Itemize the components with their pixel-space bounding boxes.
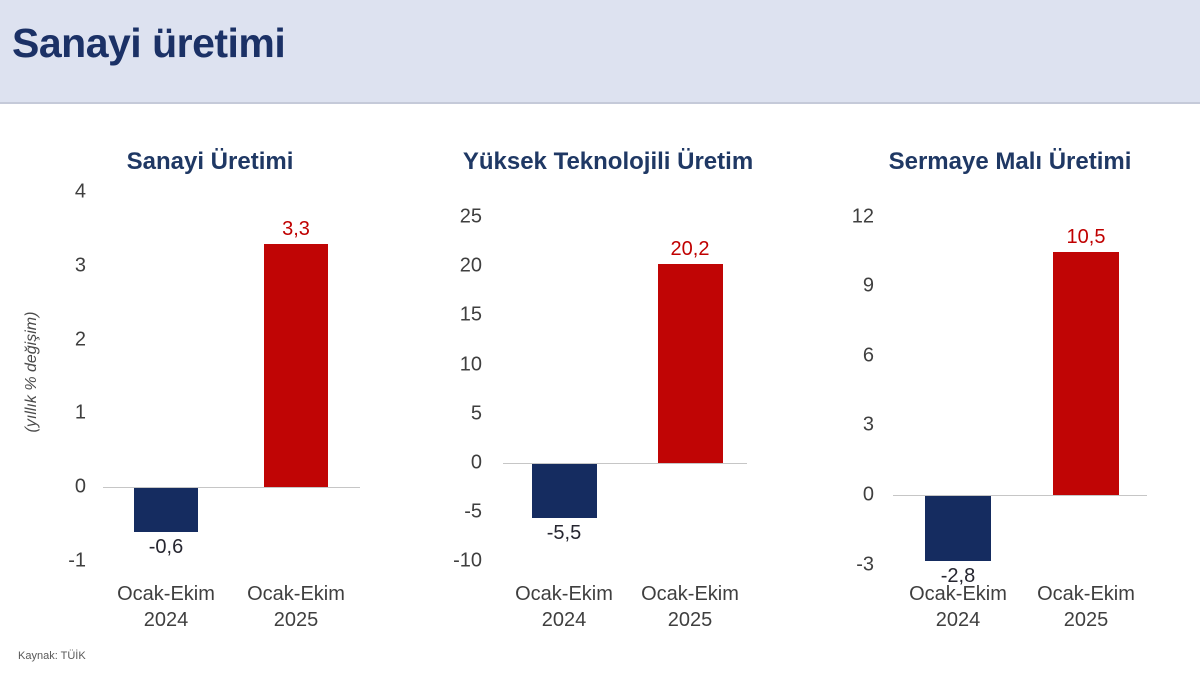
y-tick-label: -3 <box>856 553 874 575</box>
category-label-line1: Ocak-Ekim <box>909 583 1007 605</box>
y-tick-label: 15 <box>459 303 482 326</box>
y-tick-label: 9 <box>862 274 874 297</box>
chart-title: Yüksek Teknolojili Üretim <box>462 148 754 175</box>
x-axis-line <box>503 463 747 464</box>
y-tick-label: -5 <box>464 500 482 523</box>
bar-2024-navy <box>134 488 198 533</box>
y-tick-label: 25 <box>459 205 482 228</box>
y-tick-label: 5 <box>470 402 482 425</box>
y-tick-label: 1 <box>74 401 86 424</box>
category-label: Ocak-Ekim 2025 <box>641 581 739 633</box>
bar-value-label: 20,2 <box>670 238 710 261</box>
y-tick-label: -10 <box>453 549 482 572</box>
y-tick-label: 3 <box>74 254 86 277</box>
y-tick-label: 20 <box>459 254 482 277</box>
y-tick-label: -1 <box>68 549 86 572</box>
bar-value-label: -2,8 <box>940 564 976 587</box>
category-label-line1: Ocak-Ekim <box>117 583 215 605</box>
category-label-line1: Ocak-Ekim <box>1037 583 1135 605</box>
chart-title: Sanayi Üretimi <box>126 148 294 175</box>
category-label: Ocak-Ekim 2025 <box>1037 581 1135 633</box>
category-label: Ocak-Ekim 2024 <box>117 581 215 633</box>
category-label-line2: 2024 <box>935 609 981 631</box>
chart-title: Sermaye Malı Üretimi <box>888 148 1132 175</box>
bar-value-label: 10,5 <box>1066 225 1106 248</box>
y-tick-label: 0 <box>470 451 482 474</box>
page-header: Sanayi üretimi <box>0 0 1200 104</box>
y-tick-label: 0 <box>74 475 86 498</box>
page-title: Sanayi üretimi <box>12 20 286 66</box>
bar-2025-red <box>1053 251 1119 495</box>
category-label: Ocak-Ekim 2024 <box>909 581 1007 633</box>
category-label: Ocak-Ekim 2024 <box>515 581 613 633</box>
category-label-line2: 2025 <box>273 609 319 631</box>
category-label-line2: 2025 <box>667 609 713 631</box>
x-axis-line <box>893 495 1147 496</box>
bar-2025-red <box>657 264 723 463</box>
category-label-line2: 2024 <box>143 609 189 631</box>
category-label-line1: Ocak-Ekim <box>247 583 345 605</box>
bar-value-label: -5,5 <box>546 522 582 545</box>
category-label-line1: Ocak-Ekim <box>641 583 739 605</box>
x-axis-line <box>103 487 360 488</box>
category-label-line1: Ocak-Ekim <box>515 583 613 605</box>
y-tick-label: 6 <box>862 344 874 367</box>
category-label-line2: 2025 <box>1063 609 1109 631</box>
bar-value-label: -0,6 <box>148 536 184 559</box>
y-tick-label: 4 <box>74 180 86 203</box>
y-tick-label: 0 <box>862 483 874 506</box>
source-note: Kaynak: TÜİK <box>18 650 86 662</box>
bar-2024-navy <box>531 464 597 519</box>
bar-2025-red <box>264 243 328 487</box>
y-tick-label: 2 <box>74 328 86 350</box>
y-tick-label: 10 <box>459 353 482 376</box>
category-label-line2: 2024 <box>541 609 587 631</box>
y-tick-label: 3 <box>862 413 874 436</box>
bar-value-label: 3,3 <box>282 217 310 240</box>
category-label: Ocak-Ekim 2025 <box>247 581 345 633</box>
y-tick-label: 12 <box>851 205 874 228</box>
bar-2024-navy <box>925 496 991 561</box>
